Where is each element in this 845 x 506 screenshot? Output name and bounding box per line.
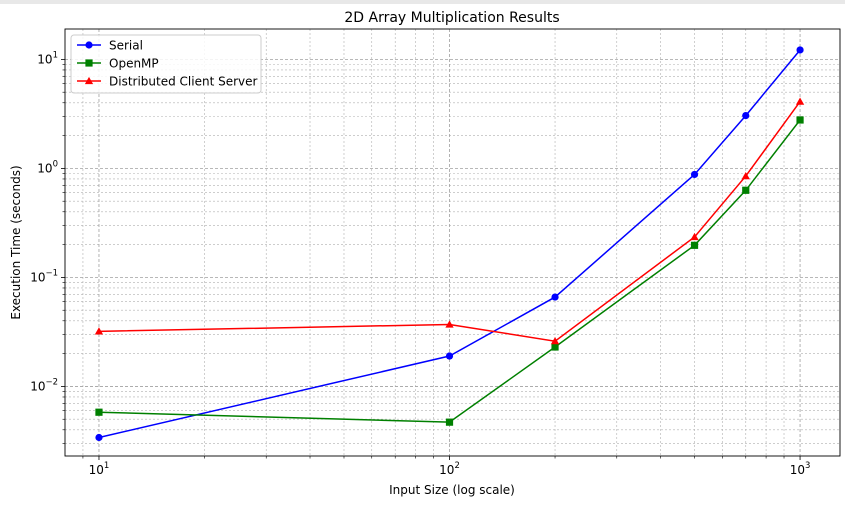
legend-openmp-label: OpenMP <box>109 57 159 71</box>
legend-openmp-marker <box>85 59 93 67</box>
distributed-client-server-data-point <box>690 232 699 241</box>
chart-title: 2D Array Multiplication Results <box>344 10 559 26</box>
serial-data-point <box>742 112 750 120</box>
openmp-data-point <box>551 343 559 351</box>
openmp-data-point <box>445 418 454 426</box>
plot-frame <box>64 28 841 457</box>
legend-distributed-client-server-label: Distributed Client Server <box>109 75 258 89</box>
x-tick-label: 102 <box>439 461 460 477</box>
window-top-strip <box>0 0 845 4</box>
x-tick-label: 103 <box>790 461 811 477</box>
distributed-client-server-data-point <box>445 320 454 328</box>
major-grid <box>65 29 840 456</box>
x-tick-label: 101 <box>89 461 110 477</box>
y-tick-label: 101 <box>37 50 58 66</box>
openmp-data-point <box>95 408 103 416</box>
distributed-client-server-data-point <box>795 97 805 105</box>
x-axis-label: Input Size (log scale) <box>389 483 515 497</box>
minor-grid <box>65 29 840 456</box>
openmp-data-point <box>742 186 750 194</box>
openmp-series-line <box>98 119 801 423</box>
distributed-client-server-data-point <box>550 337 560 345</box>
legend-box <box>70 34 262 94</box>
serial-data-point <box>796 46 804 54</box>
distributed-client-server-data-point <box>741 171 750 180</box>
serial-data-point <box>690 170 699 179</box>
distributed-client-server-data-point <box>94 327 104 335</box>
serial-series-line <box>98 49 801 439</box>
y-tick-label: 10−1 <box>30 268 58 284</box>
legend: Serial OpenMP Distributed Client Server <box>70 34 262 94</box>
openmp-data-point <box>796 116 804 124</box>
serial-data-point <box>551 293 559 301</box>
serial-data-point <box>445 352 454 360</box>
y-tick-label: 100 <box>37 159 58 175</box>
ticks-layer: 101 102 103 10−2 10−1 100 101 <box>30 50 810 477</box>
y-tick-label: 10−2 <box>30 377 58 393</box>
legend-distributed-client-server-marker <box>84 76 94 85</box>
legend-serial-marker <box>85 41 93 49</box>
y-axis-label: Execution Time (seconds) <box>9 165 23 319</box>
serial-data-point <box>95 433 103 442</box>
legend-serial-label: Serial <box>109 39 143 53</box>
openmp-data-point <box>690 241 699 249</box>
distributed-client-server-series-line <box>98 101 801 342</box>
series-layer <box>94 46 805 442</box>
